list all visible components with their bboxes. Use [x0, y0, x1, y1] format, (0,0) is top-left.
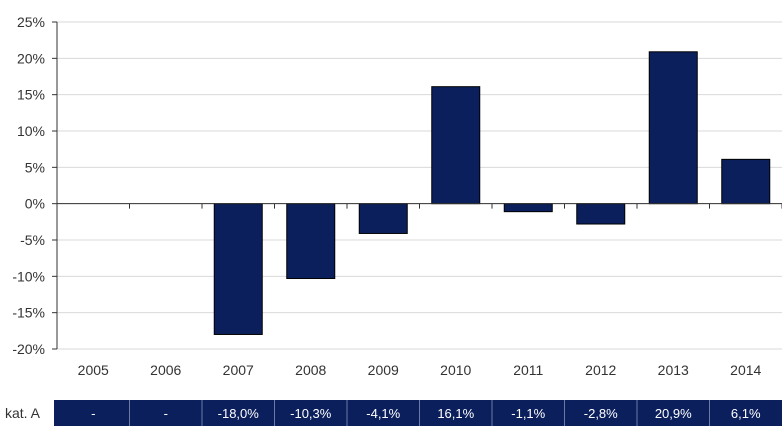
y-tick-label: 25%: [17, 14, 45, 30]
table-cell: -: [91, 406, 95, 421]
table-cell: 20,9%: [655, 406, 692, 421]
table-cell: -: [164, 406, 168, 421]
y-tick-label: 15%: [17, 87, 45, 103]
y-tick-label: 10%: [17, 123, 45, 139]
table-row-label: kat. A: [5, 405, 41, 421]
x-tick-label: 2011: [513, 362, 543, 378]
y-tick-label: 20%: [17, 50, 45, 66]
bar-2012: [576, 203, 626, 225]
y-tick-label: -10%: [12, 268, 45, 284]
bar-2009: [358, 203, 408, 234]
table-cell: -1,1%: [511, 406, 545, 421]
y-tick-label: 0%: [25, 196, 45, 212]
axes: [52, 21, 782, 350]
table-cell: -10,3%: [290, 406, 332, 421]
x-tick-label: 2013: [658, 362, 689, 378]
bar-2010: [431, 86, 481, 205]
table-row-background: [54, 400, 782, 426]
data-table: kat. A - - -18,0% -10,3% -4,1% 16,1% -1,1% -2,8%…: [5, 400, 782, 426]
x-tick-label: 2007: [223, 362, 254, 378]
y-tick-label: -5%: [20, 232, 45, 248]
table-cell: -2,8%: [584, 406, 618, 421]
bar-2007: [213, 203, 263, 335]
y-tick-label: -20%: [12, 341, 45, 357]
table-cell: 16,1%: [437, 406, 474, 421]
bars: [213, 51, 771, 335]
bar-2013: [648, 51, 698, 205]
table-cell: -18,0%: [218, 406, 260, 421]
x-tick-labels: 2005 2006 2007 2008 2009 2010 2011 2012 2013 2014: [78, 362, 762, 378]
x-tick-label: 2012: [585, 362, 616, 378]
x-tick-label: 2009: [368, 362, 399, 378]
y-tick-labels: 25% 20% 15% 10% 5% 0% -5% -10% -15% -20%: [12, 14, 45, 357]
x-tick-label: 2008: [295, 362, 326, 378]
y-tick-label: 5%: [25, 159, 45, 175]
x-tick-label: 2014: [730, 362, 761, 378]
bar-2014: [721, 158, 771, 205]
y-tick-label: -15%: [12, 305, 45, 321]
bar-2008: [286, 203, 336, 280]
x-tick-label: 2005: [78, 362, 109, 378]
table-cell: -4,1%: [366, 406, 400, 421]
table-cell: 6,1%: [731, 406, 761, 421]
x-tick-label: 2010: [440, 362, 471, 378]
bar-2011: [503, 203, 553, 213]
x-tick-label: 2006: [150, 362, 181, 378]
